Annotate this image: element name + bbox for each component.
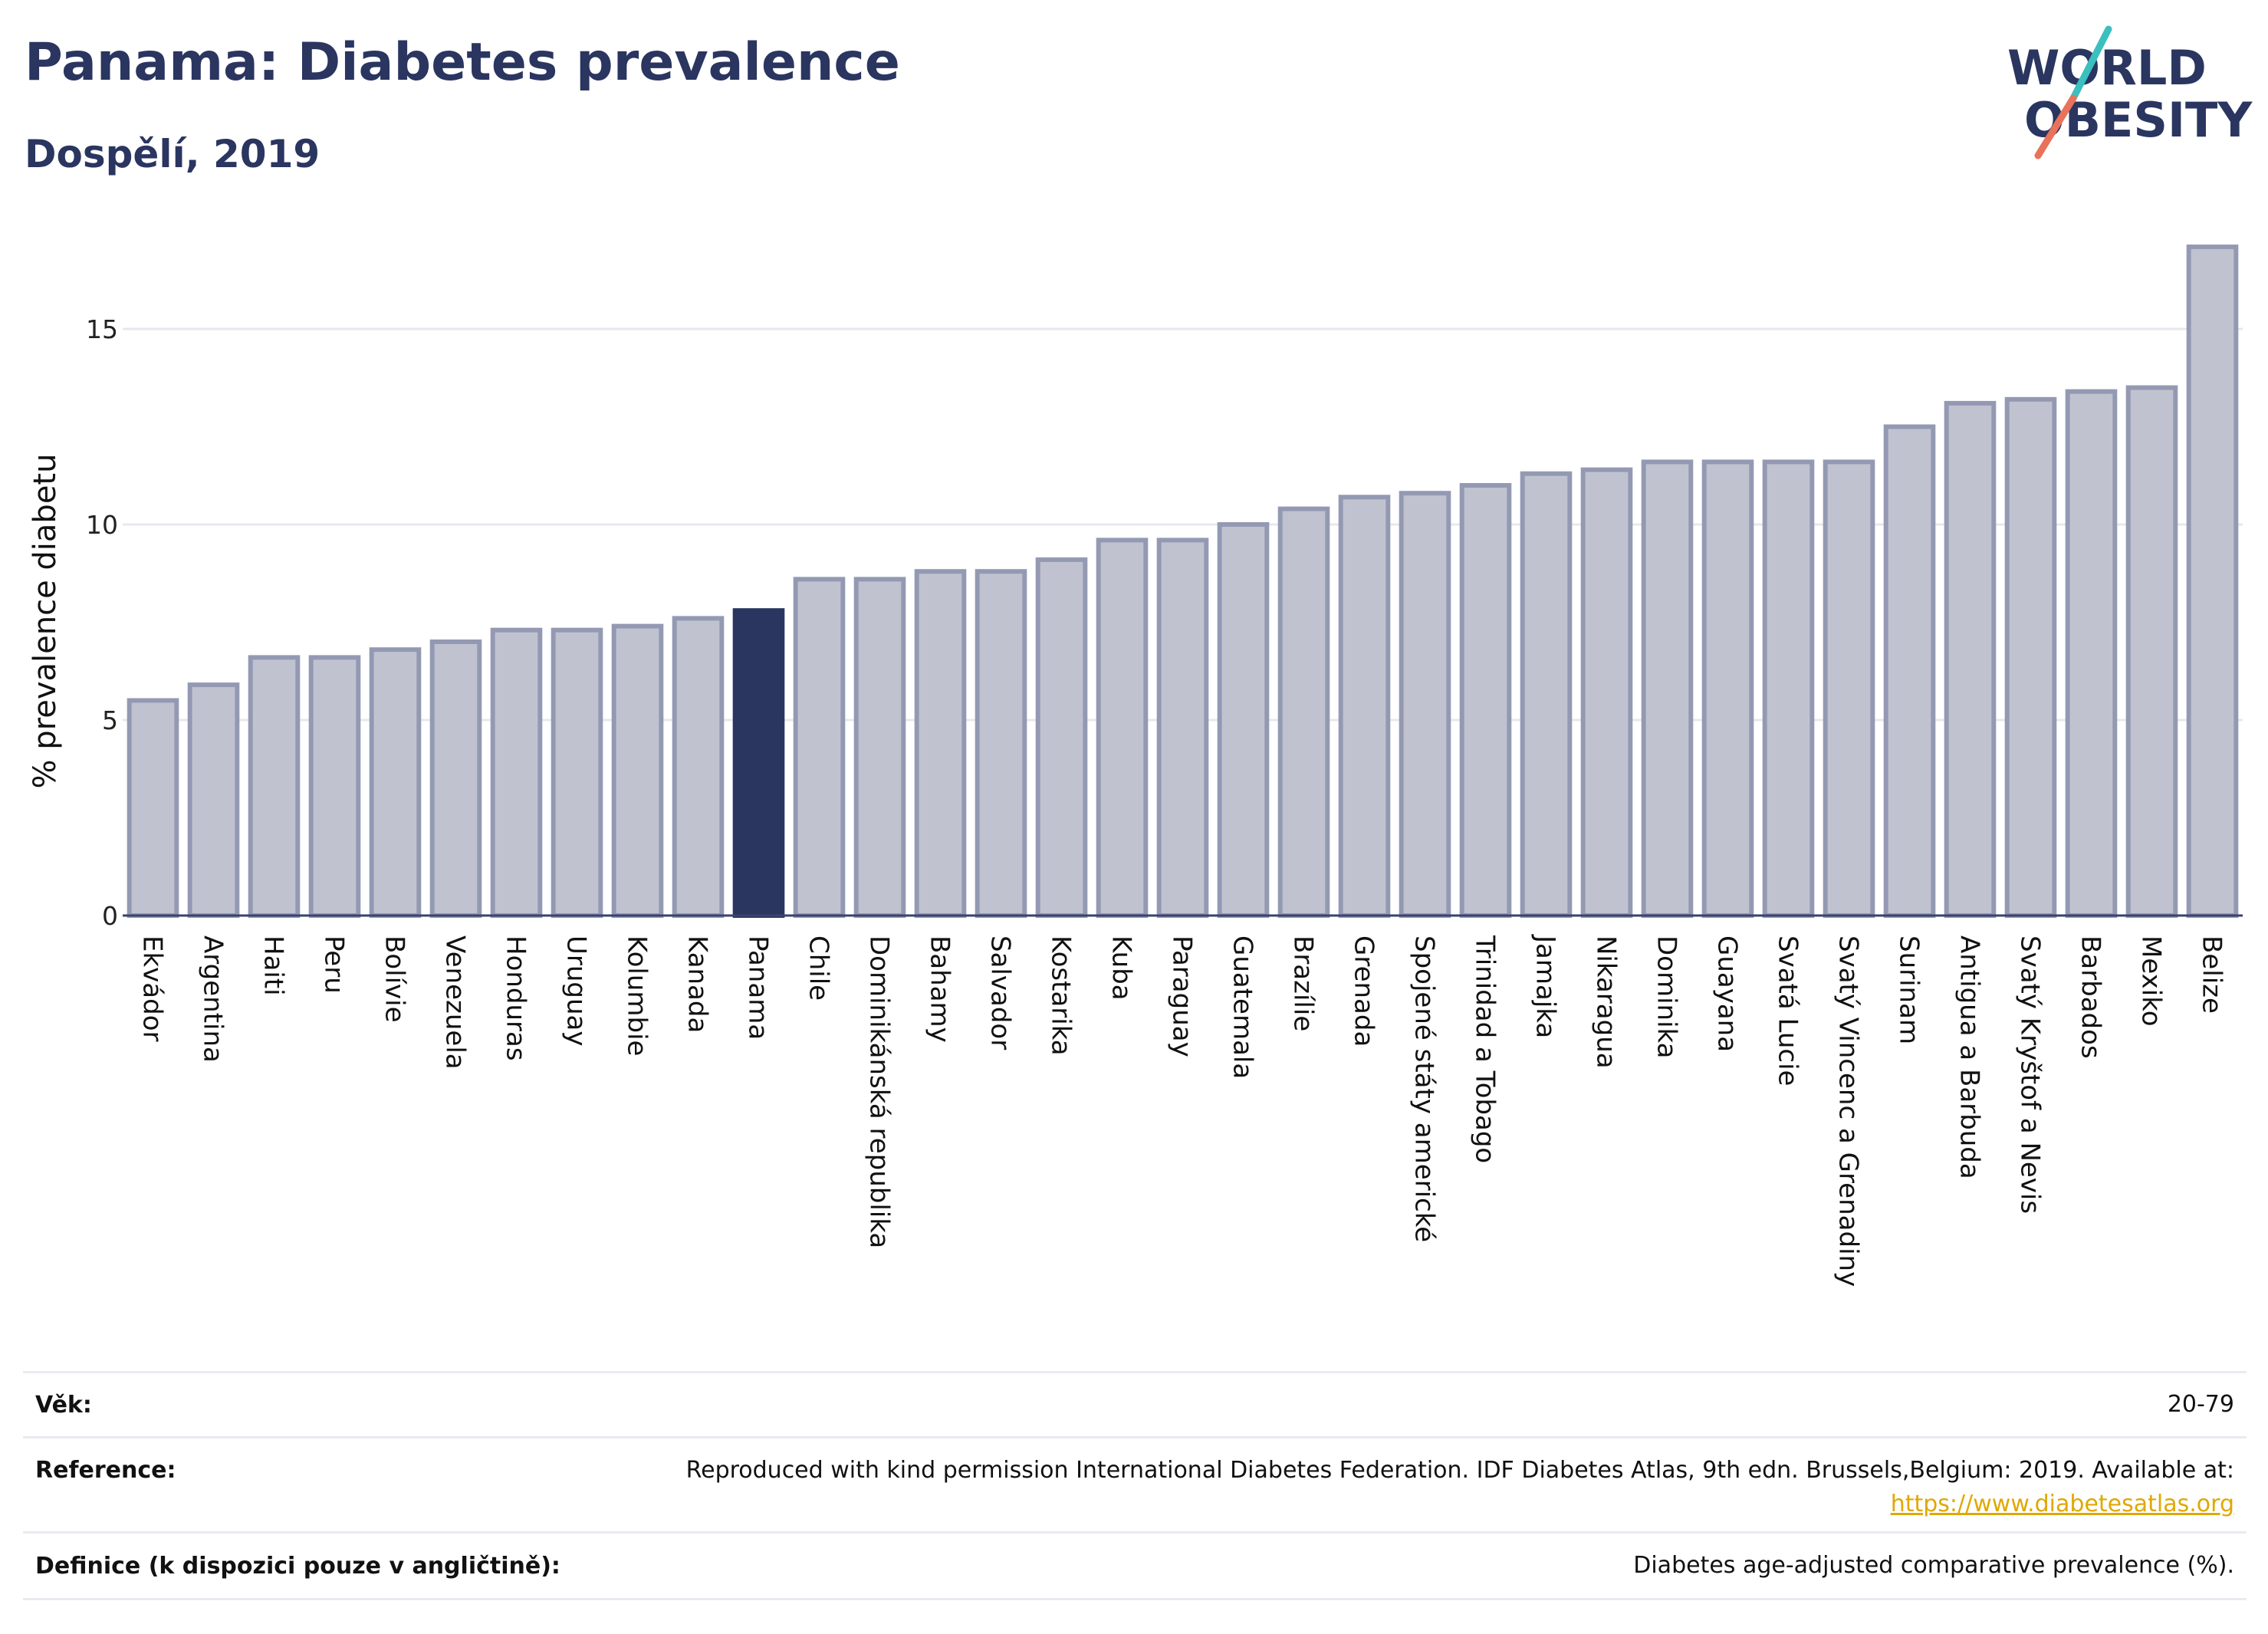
logo-slash-top	[2069, 25, 2112, 102]
bar	[1217, 522, 1270, 918]
bars	[127, 244, 2239, 919]
x-tick-label: Kolumbie	[622, 935, 652, 1056]
x-tick-label: Venezuela	[440, 935, 471, 1070]
logo-line1: WORLD	[2007, 40, 2207, 96]
bar	[1762, 459, 1815, 918]
x-tick-label: Antigua a Barbuda	[1954, 935, 1985, 1179]
reference-link[interactable]: https://www.diabetesatlas.org	[1890, 1491, 2234, 1517]
x-tick-label: Brazílie	[1288, 935, 1319, 1031]
world-obesity-logo: WORLD OBESITY	[2007, 25, 2253, 159]
bar-chart: 0 5 10 15 Ekvádor Argentina Haiti Peru Bolívie Ve…	[28, 244, 2243, 1287]
y-tick-label: 10	[86, 510, 118, 540]
bar	[1096, 538, 1149, 919]
x-tick-label: Argentina	[198, 935, 228, 1063]
x-tick-label: Bolívie	[380, 935, 410, 1023]
x-tick-label: Trinidad a Tobago	[1470, 935, 1500, 1163]
bar-highlight	[732, 608, 785, 918]
x-tick-label: Honduras	[501, 935, 531, 1061]
bar	[672, 616, 725, 919]
x-tick-label: Guatemala	[1228, 935, 1258, 1079]
x-tick-label: Svatý Kryštof a Nevis	[2015, 935, 2046, 1214]
age-label: Věk:	[35, 1391, 92, 1419]
bar	[248, 655, 301, 919]
x-tick-label: Bahamy	[925, 935, 955, 1043]
bar	[1277, 506, 1330, 918]
y-tick-label: 5	[102, 705, 118, 735]
bar	[1035, 557, 1088, 919]
bar	[1641, 459, 1694, 918]
bar	[308, 655, 361, 919]
bar	[793, 577, 846, 919]
y-axis-title: % prevalence diabetu	[28, 454, 63, 789]
bar	[2186, 244, 2239, 918]
bar	[127, 698, 179, 918]
x-tick-label: Svatý Vincenc a Grenadiny	[1833, 935, 1864, 1287]
x-tick-label: Panama	[743, 935, 774, 1040]
x-tick-label: Peru	[319, 935, 350, 994]
reference-value: Reproduced with kind permission Internat…	[686, 1454, 2247, 1521]
x-tick-label: Uruguay	[561, 935, 592, 1047]
x-tick-label: Dominika	[1652, 935, 1682, 1058]
bar	[1823, 459, 1875, 918]
x-tick-label: Nikaragua	[1591, 935, 1622, 1069]
logo-slash-bottom	[2034, 94, 2077, 159]
y-tick-label: 0	[102, 901, 118, 931]
info-row-reference: Reference: Reproduced with kind permissi…	[23, 1436, 2247, 1531]
bar	[1701, 459, 1754, 918]
bar	[490, 627, 543, 918]
bar	[975, 569, 1027, 918]
x-tick-label: Surinam	[1894, 935, 1925, 1044]
age-value: 20-79	[2167, 1391, 2234, 1418]
reference-text: Reproduced with kind permission Internat…	[685, 1457, 2234, 1484]
y-tick-label: 15	[86, 314, 118, 344]
x-tick-label: Paraguay	[1167, 935, 1198, 1057]
x-tick-label: Haiti	[258, 935, 289, 996]
info-row-definition: Definice (k dispozici pouze v angličtině…	[23, 1531, 2247, 1600]
x-tick-label: Barbados	[2076, 935, 2106, 1059]
definition-label: Definice (k dispozici pouze v angličtině…	[35, 1552, 560, 1580]
info-row-age: Věk: 20-79	[23, 1371, 2247, 1436]
bar	[1156, 538, 1209, 919]
chart-subtitle: Dospělí, 2019	[25, 132, 320, 176]
bar	[187, 682, 240, 918]
bar	[2065, 389, 2118, 919]
x-tick-label: Jamajka	[1530, 934, 1561, 1038]
x-tick-label: Guayana	[1712, 935, 1743, 1052]
reference-label: Reference:	[35, 1457, 176, 1484]
bar	[853, 577, 906, 919]
x-tick-label: Kostarika	[1046, 935, 1076, 1056]
bar	[2125, 385, 2178, 918]
bar	[1944, 400, 1997, 918]
bar	[551, 627, 603, 918]
info-table: Věk: 20-79 Reference: Reproduced with ki…	[23, 1371, 2247, 1600]
axes: 0 5 10 15 Ekvádor Argentina Haiti Peru Bolívie Ve…	[86, 314, 2243, 1287]
x-tick-label: Kanada	[682, 935, 713, 1033]
chart-title: Panama: Diabetes prevalence	[25, 32, 900, 93]
bar	[1883, 424, 1936, 918]
x-tick-label: Chile	[804, 935, 834, 1001]
bar	[1399, 491, 1451, 918]
x-tick-label: Dominikánská republika	[864, 935, 895, 1248]
x-tick-label: Ekvádor	[137, 935, 168, 1042]
x-tick-label: Belize	[2197, 935, 2227, 1014]
bar	[1520, 471, 1573, 918]
definition-value: Diabetes age-adjusted comparative preval…	[1633, 1552, 2234, 1579]
bar	[914, 569, 967, 918]
x-tick-label: Svatá Lucie	[1773, 935, 1803, 1086]
bar	[369, 647, 422, 918]
bar	[1338, 495, 1391, 918]
x-tick-label: Spojené státy americké	[1409, 935, 1440, 1242]
bar	[611, 623, 664, 918]
x-tick-label: Salvador	[985, 935, 1016, 1050]
x-tick-label: Grenada	[1349, 935, 1379, 1047]
bar	[1459, 483, 1512, 918]
x-tick-label: Kuba	[1106, 935, 1137, 1001]
x-tick-label: Mexiko	[2136, 935, 2167, 1027]
bar	[429, 639, 482, 918]
bar	[2004, 396, 2057, 918]
bar	[1580, 467, 1633, 918]
